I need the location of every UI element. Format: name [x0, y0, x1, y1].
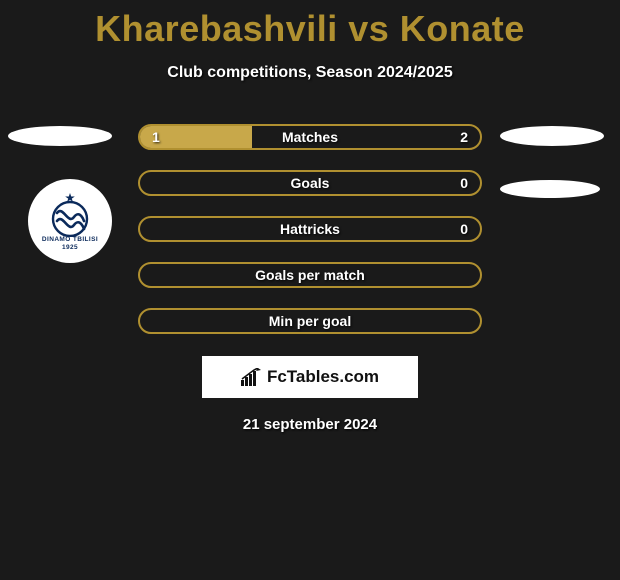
stat-value-right: 0 [460, 175, 468, 191]
stat-value-right: 2 [460, 129, 468, 145]
date-text: 21 september 2024 [0, 416, 620, 433]
decorative-oval [500, 126, 604, 146]
decorative-oval [500, 180, 600, 198]
chart-icon [241, 368, 261, 386]
subtitle: Club competitions, Season 2024/2025 [0, 64, 620, 82]
stat-label: Matches [282, 129, 338, 145]
stat-row: Goals 0 [138, 170, 482, 196]
stat-label: Goals [291, 175, 330, 191]
stat-label: Hattricks [280, 221, 340, 237]
club-badge-dinamo-tbilisi: DINAMO TBILISI 1925 [28, 179, 112, 263]
stat-row: 1 Matches 2 [138, 124, 482, 150]
stat-row: Hattricks 0 [138, 216, 482, 242]
club-name: DINAMO TBILISI [42, 237, 98, 244]
stat-row: Min per goal [138, 308, 482, 334]
club-year: 1925 [62, 245, 78, 252]
page-title: Kharebashvili vs Konate [0, 0, 620, 50]
stat-row: Goals per match [138, 262, 482, 288]
branding-badge: FcTables.com [202, 356, 418, 398]
branding-text: FcTables.com [267, 367, 379, 387]
stat-label: Min per goal [269, 313, 351, 329]
decorative-oval [8, 126, 112, 146]
stat-label: Goals per match [255, 267, 365, 283]
stat-value-right: 0 [460, 221, 468, 237]
stat-value-left: 1 [152, 129, 160, 145]
